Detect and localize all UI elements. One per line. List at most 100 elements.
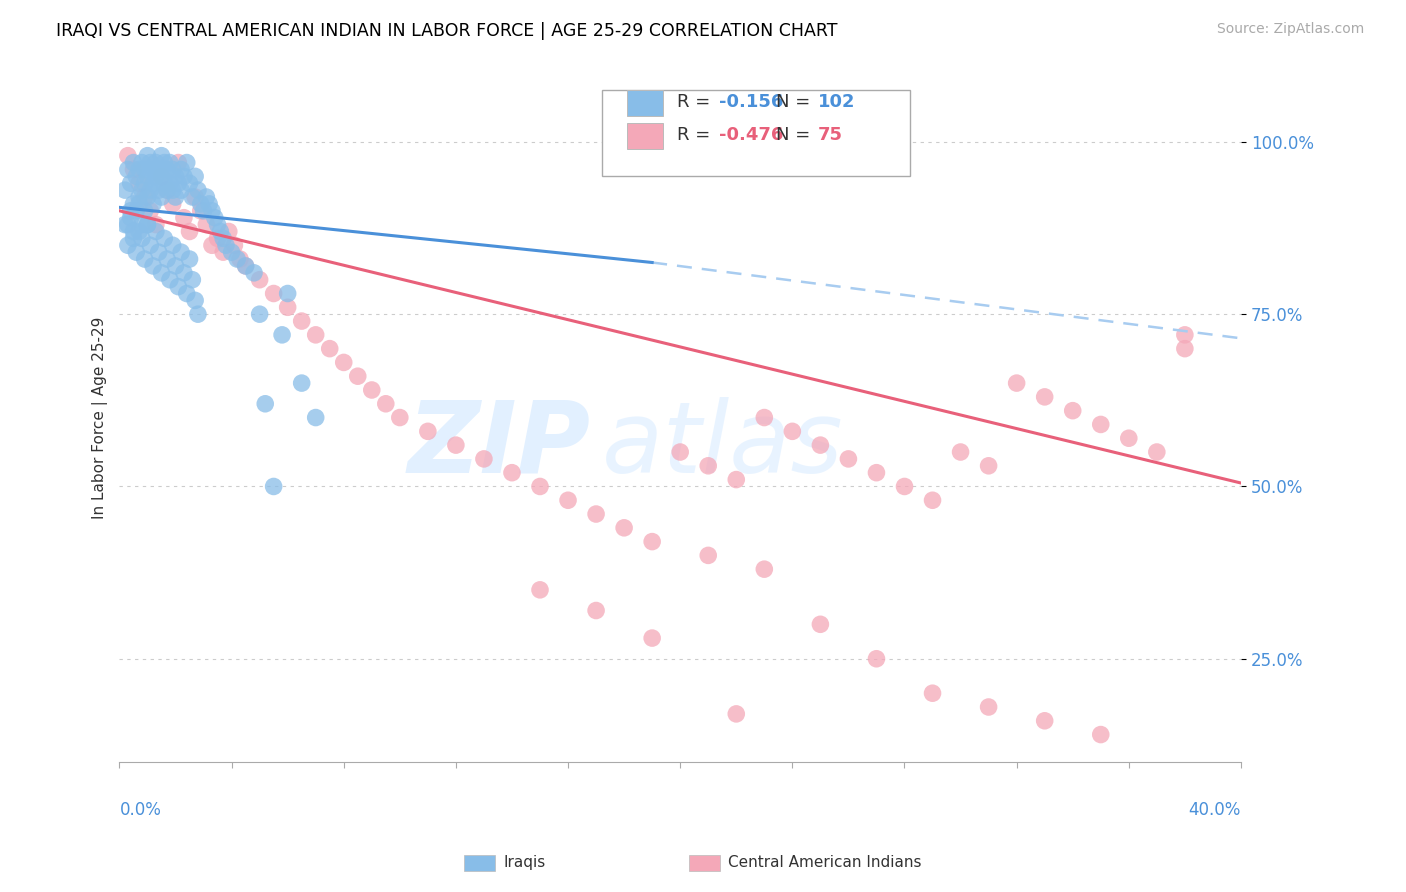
Text: IRAQI VS CENTRAL AMERICAN INDIAN IN LABOR FORCE | AGE 25-29 CORRELATION CHART: IRAQI VS CENTRAL AMERICAN INDIAN IN LABO… [56,22,838,40]
Point [122,155,145,169]
Point [117,149,139,163]
Point [162,162,184,177]
Point [641,631,664,645]
Point [139,183,162,197]
Point [173,169,195,184]
Point [165,169,187,184]
Point [207,231,229,245]
Point [190,203,212,218]
Point [218,225,240,239]
Point [150,149,173,163]
Text: 102: 102 [818,94,856,112]
Point [128,225,150,239]
Point [472,451,495,466]
Point [145,169,167,184]
Point [148,245,170,260]
Point [176,155,198,169]
Point [131,231,153,245]
Text: atlas: atlas [602,397,844,493]
Point [193,203,215,218]
Point [1062,403,1084,417]
Text: -0.476: -0.476 [720,127,783,145]
Point [1174,327,1197,342]
Point [136,218,159,232]
Point [416,425,439,439]
Point [131,155,153,169]
Point [150,266,173,280]
Point [305,410,328,425]
Point [173,211,195,225]
Point [148,162,170,177]
Point [1090,728,1112,742]
Point [207,218,229,232]
Point [254,397,277,411]
Point [187,307,209,321]
Point [921,686,943,700]
Point [170,245,193,260]
Point [501,466,523,480]
Point [176,286,198,301]
Point [170,162,193,177]
Point [167,176,190,190]
Point [153,231,176,245]
Point [754,410,776,425]
Point [291,376,314,390]
Point [145,155,167,169]
Point [173,266,195,280]
Point [263,479,285,493]
Point [156,183,179,197]
Point [120,211,142,225]
Point [142,259,165,273]
Point [204,211,226,225]
Point [170,183,193,197]
FancyBboxPatch shape [627,90,664,116]
Point [209,225,232,239]
Text: N =: N = [776,127,815,145]
Point [128,162,150,177]
Point [145,225,167,239]
Point [243,266,266,280]
Point [179,176,201,190]
Point [156,252,179,266]
Point [165,259,187,273]
Text: R =: R = [676,94,716,112]
Point [585,507,607,521]
Text: 40.0%: 40.0% [1188,801,1241,819]
Point [1090,417,1112,432]
Point [162,183,184,197]
Point [190,197,212,211]
Point [153,155,176,169]
Point [1146,445,1168,459]
Point [725,473,748,487]
Point [159,273,181,287]
Point [346,369,368,384]
Point [277,286,299,301]
Text: Source: ZipAtlas.com: Source: ZipAtlas.com [1216,22,1364,37]
Point [977,458,1000,473]
Point [184,293,207,308]
Point [360,383,382,397]
Point [139,203,162,218]
Point [212,245,235,260]
Point [156,162,179,177]
Point [557,493,579,508]
Point [277,300,299,314]
Point [179,225,201,239]
Y-axis label: In Labor Force | Age 25-29: In Labor Force | Age 25-29 [93,317,108,519]
Point [201,238,224,252]
Point [1174,342,1197,356]
Point [122,231,145,245]
Point [949,445,972,459]
Point [1118,431,1140,445]
Point [134,203,156,218]
Point [697,549,720,563]
Point [837,451,859,466]
Point [224,238,246,252]
Point [529,479,551,493]
Text: 0.0%: 0.0% [120,801,162,819]
Point [1005,376,1028,390]
Point [184,169,207,184]
Point [725,706,748,721]
Point [125,203,148,218]
Point [198,197,221,211]
